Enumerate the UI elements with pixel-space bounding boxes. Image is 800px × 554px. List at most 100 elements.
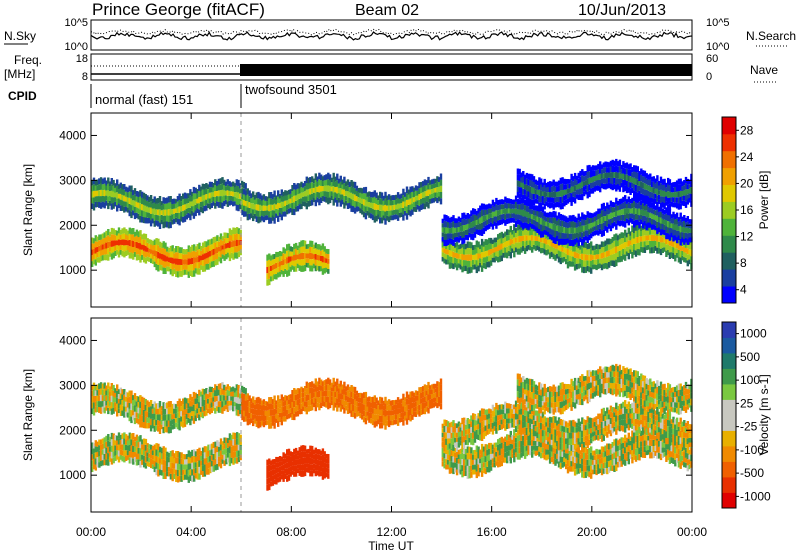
power-cell — [219, 257, 223, 264]
velocity-cell — [233, 388, 237, 393]
velocity-cell — [373, 414, 376, 422]
power-cell — [237, 251, 241, 258]
velocity-cell — [268, 416, 271, 423]
power-cell — [223, 179, 226, 186]
power-cell — [602, 209, 605, 216]
power-cell — [237, 192, 240, 199]
power-cell — [337, 188, 341, 193]
power-cell — [309, 188, 312, 195]
power-cell — [484, 209, 487, 216]
velocity-cell — [123, 438, 126, 445]
power-cell — [311, 199, 314, 206]
power-cell — [264, 210, 267, 216]
velocity-cell — [266, 415, 269, 421]
power-cell — [205, 252, 208, 259]
power-cell — [325, 174, 328, 180]
power-cell — [566, 179, 570, 184]
power-cell — [518, 168, 521, 175]
power-cell — [532, 224, 536, 230]
power-cell — [561, 190, 564, 197]
power-cell — [176, 264, 180, 272]
power-cell — [597, 214, 600, 220]
velocity-cell — [300, 392, 303, 398]
power-cell — [513, 218, 516, 223]
velocity-cell — [132, 439, 135, 446]
power-cell — [446, 216, 450, 222]
velocity-cell — [430, 384, 434, 390]
power-cell — [300, 246, 303, 254]
power-cell — [647, 201, 650, 207]
velocity-cell — [278, 408, 282, 413]
power-cell — [468, 267, 471, 274]
power-cell — [663, 247, 666, 252]
power-cell — [686, 242, 689, 249]
power-cell — [625, 162, 629, 169]
power-cell — [382, 195, 385, 201]
power-cell — [409, 186, 412, 193]
power-cell — [602, 222, 605, 230]
power-cell — [180, 247, 183, 254]
power-cell — [568, 239, 571, 246]
power-cell — [468, 241, 471, 248]
velocity-cell — [302, 401, 305, 407]
velocity-cell — [164, 402, 167, 409]
power-cell — [207, 257, 210, 264]
power-cell — [234, 252, 237, 259]
velocity-cell — [239, 434, 242, 440]
power-cell — [595, 254, 598, 260]
power-cell — [516, 180, 520, 187]
velocity-cell — [182, 454, 185, 460]
power-cell — [373, 203, 376, 210]
noise-tick-right-top: 10^5 — [706, 17, 730, 29]
power-cell — [212, 254, 215, 261]
power-cell — [459, 231, 462, 236]
power-cell — [677, 178, 681, 185]
power-cell — [346, 185, 350, 192]
power-cell — [513, 250, 516, 258]
power-cell — [472, 208, 475, 215]
power-cell — [117, 233, 121, 240]
velocity-cell — [395, 409, 398, 415]
velocity-cell — [370, 402, 373, 408]
velocity-cell — [112, 402, 115, 408]
power-cell — [246, 188, 249, 195]
velocity-cell — [416, 391, 419, 396]
velocity-cell — [187, 450, 190, 457]
power-cell — [548, 192, 552, 198]
power-cell — [513, 213, 516, 219]
power-cell — [193, 244, 196, 251]
power-cell — [280, 208, 283, 215]
power-cell — [627, 164, 630, 170]
power-cell — [516, 224, 520, 231]
power-cell — [532, 205, 536, 211]
power-cell — [305, 248, 308, 254]
power-cell — [438, 191, 441, 197]
power-cell — [527, 240, 530, 245]
power-cell — [303, 258, 307, 265]
power-cell — [353, 207, 357, 214]
power-cell — [184, 249, 187, 255]
velocity-cell — [262, 404, 266, 411]
power-cell — [620, 255, 623, 262]
velocity-cell — [311, 387, 314, 393]
power-cell — [652, 228, 655, 235]
power-cell — [166, 251, 169, 257]
power-cell — [679, 250, 682, 258]
velocity-cell — [183, 409, 187, 416]
power-cell — [636, 214, 639, 220]
power-cell — [144, 251, 148, 258]
velocity-cell — [167, 401, 171, 408]
velocity-cell — [166, 466, 169, 472]
velocity-cell — [112, 439, 115, 446]
power-cell — [157, 215, 160, 221]
power-cell — [413, 206, 416, 212]
velocity-cell — [380, 422, 384, 429]
velocity-cell — [91, 408, 94, 414]
velocity-cell — [352, 398, 355, 405]
power-cell — [232, 201, 235, 207]
power-cell — [670, 187, 673, 193]
velocity-cell — [116, 440, 119, 446]
power-cell — [607, 238, 611, 245]
power-cell — [604, 206, 607, 212]
power-cell — [627, 240, 630, 247]
